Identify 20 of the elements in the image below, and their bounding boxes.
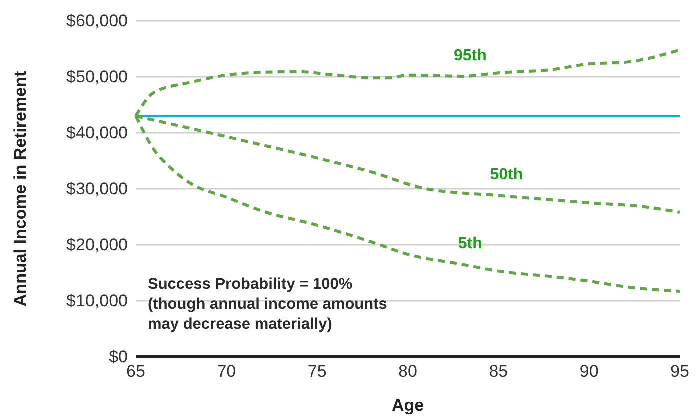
x-tick-label: 95 bbox=[670, 362, 690, 382]
series-label: 5th bbox=[458, 236, 482, 253]
y-tick-label: $20,000 bbox=[66, 235, 128, 254]
series-label: 50th bbox=[490, 166, 524, 184]
y-tick-label: $10,000 bbox=[66, 291, 128, 310]
x-axis-title: Age bbox=[392, 396, 424, 415]
x-tick-label: 80 bbox=[398, 362, 418, 382]
y-axis-title: Annual Income in Retirement bbox=[11, 71, 30, 307]
y-tick-label: $50,000 bbox=[66, 67, 128, 86]
y-tick-label: $30,000 bbox=[66, 179, 128, 198]
x-tick-label: 85 bbox=[489, 362, 508, 382]
y-tick-label: $60,000 bbox=[66, 11, 128, 30]
series-label: 95th bbox=[454, 47, 487, 64]
y-tick-label: $0 bbox=[109, 347, 128, 366]
x-tick-label: 90 bbox=[580, 362, 599, 382]
x-tick-label: 75 bbox=[308, 362, 327, 382]
annotation: Success Probability = 100% (though annual income amounts may decrease materially) bbox=[148, 276, 388, 333]
x-tick-label: 65 bbox=[126, 362, 146, 382]
x-tick-label: 70 bbox=[217, 362, 236, 382]
y-tick-label: $40,000 bbox=[66, 123, 128, 142]
